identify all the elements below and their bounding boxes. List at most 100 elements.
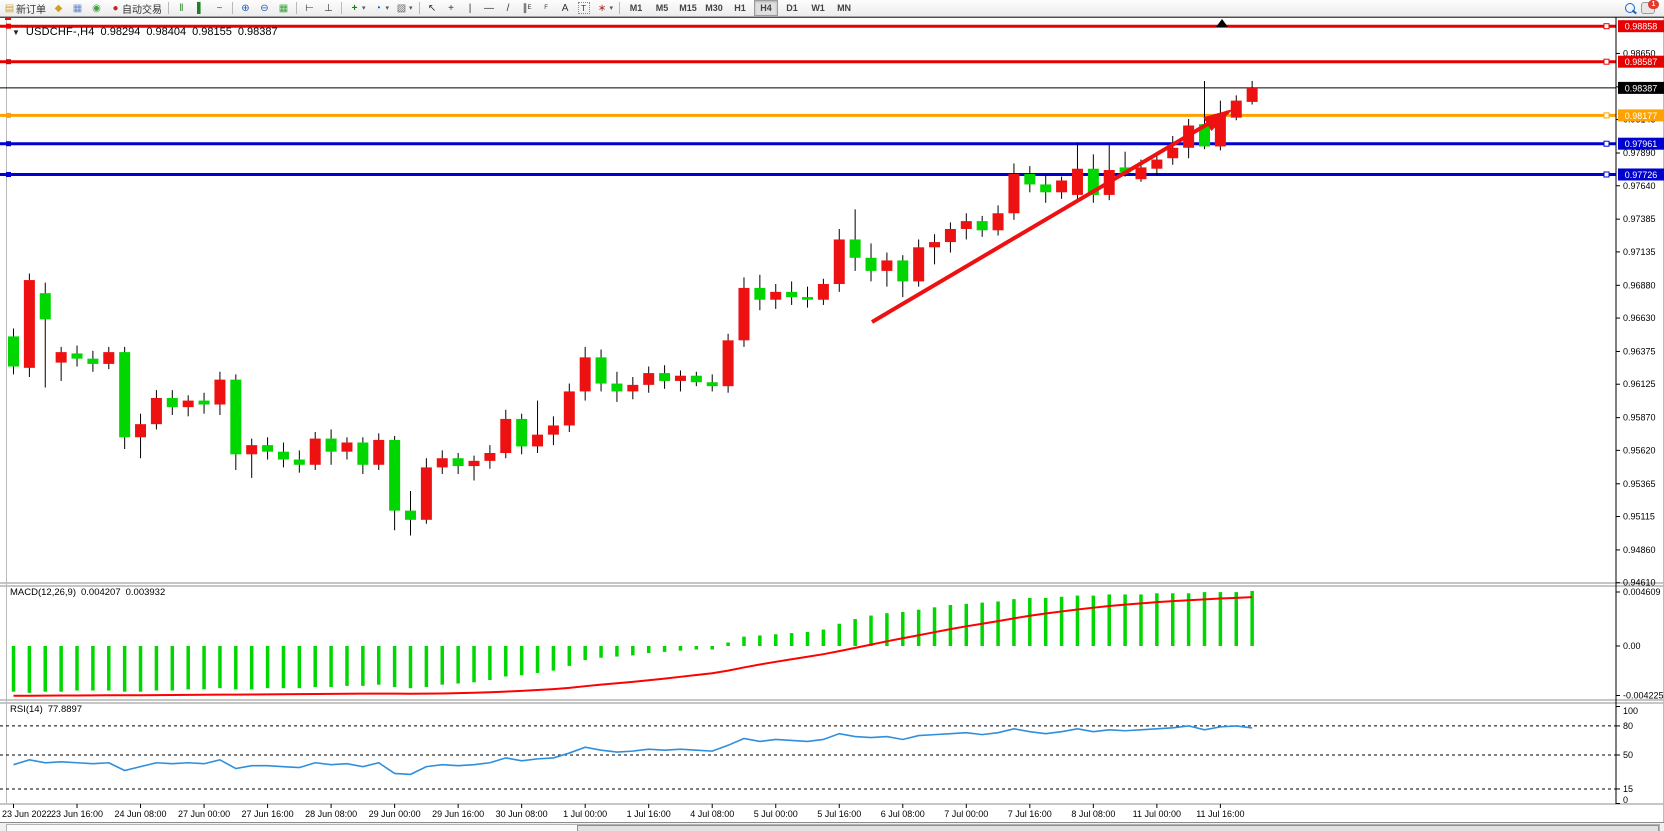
svg-text:7 Jul 00:00: 7 Jul 00:00: [944, 809, 988, 819]
ohlc-low: 0.98155: [192, 26, 232, 38]
timeframe-button-H4[interactable]: H4: [754, 0, 779, 16]
template-button[interactable]: ▧ ▾: [392, 1, 416, 15]
macd-value-signal: 0.003932: [125, 587, 166, 598]
bar-chart-button[interactable]: ‖: [172, 1, 191, 15]
line-chart-button[interactable]: ~: [210, 1, 229, 15]
zoom-out-button[interactable]: ⊖: [255, 1, 274, 15]
macd-panel: 0.004609 0.00 -0.004225: [11, 587, 1664, 701]
indicator-axis-button[interactable]: ⊥: [319, 1, 338, 15]
hline-handle[interactable]: [1603, 112, 1610, 119]
hline-handle[interactable]: [6, 59, 11, 65]
horizontal-line-button[interactable]: —: [480, 1, 499, 15]
scrollbar-track[interactable]: [6, 824, 1660, 831]
trendline-button[interactable]: /: [499, 1, 518, 15]
ohlc-close: 0.98387: [237, 26, 278, 38]
svg-text:4 Jul 08:00: 4 Jul 08:00: [690, 809, 734, 819]
svg-text:0.95870: 0.95870: [1623, 413, 1656, 423]
autotrading-button[interactable]: ● 自动交易: [106, 1, 165, 16]
chart-title: USDCHF-,H4: [25, 26, 95, 38]
toolbar-separator: [619, 2, 621, 14]
svg-text:0.96630: 0.96630: [1623, 313, 1656, 323]
tile-windows-button[interactable]: ▦: [274, 1, 293, 15]
add-indicator-icon: +: [351, 2, 358, 14]
svg-text:0: 0: [1623, 795, 1628, 805]
search-icon: [1625, 3, 1635, 13]
period-button[interactable]: ◔ ▾: [369, 1, 393, 15]
rsi-indicator-label: RSI(14) 77.8897: [10, 704, 82, 715]
candles-layer: [8, 80, 1258, 536]
channel-button[interactable]: ∥ E: [518, 1, 537, 15]
candlestick-chart-button[interactable]: ▌: [191, 1, 210, 15]
horizontal-lines-layer: [0, 23, 1616, 178]
panel-borders: [0, 14, 1664, 822]
hline-handle[interactable]: [6, 141, 11, 147]
hline-handle[interactable]: [1603, 58, 1610, 65]
hline-handle[interactable]: [1603, 23, 1610, 30]
toolbar-separator: [418, 2, 420, 14]
arrows-button[interactable]: ∗ ▾: [593, 1, 617, 15]
cursor-button[interactable]: ↖: [423, 1, 442, 15]
rsi-value: 77.8897: [47, 704, 83, 715]
signal-icon: ◉: [92, 2, 101, 14]
svg-text:5 Jul 00:00: 5 Jul 00:00: [754, 809, 798, 819]
svg-text:0.95365: 0.95365: [1623, 479, 1656, 489]
horizontal-scrollbar[interactable]: [0, 822, 1664, 831]
timeframe-button-M5[interactable]: M5: [655, 3, 669, 13]
hline-handle[interactable]: [1603, 171, 1610, 178]
svg-text:29 Jun 16:00: 29 Jun 16:00: [432, 809, 484, 819]
timeframe-button-D1[interactable]: D1: [786, 3, 798, 13]
indicator-window-button[interactable]: ⊢: [300, 1, 319, 15]
timeframe-button-M15[interactable]: M15: [679, 3, 697, 13]
timeframe-button-MN[interactable]: MN: [837, 3, 852, 13]
vertical-line-button[interactable]: |: [461, 1, 480, 15]
search-button[interactable]: [1622, 1, 1638, 15]
timeframe-button-W1[interactable]: W1: [811, 3, 825, 13]
vertical-line-icon: |: [468, 2, 472, 14]
chart-window-button[interactable]: ▦: [68, 1, 87, 15]
new-order-button[interactable]: ▤ 新订单: [0, 1, 49, 16]
trend-arrow[interactable]: [870, 108, 1234, 324]
crosshair-button[interactable]: +: [442, 1, 461, 15]
toolbar-separator: [232, 2, 233, 14]
autotrading-label: 自动交易: [122, 4, 162, 16]
hline-handle[interactable]: [6, 112, 11, 118]
rsi-line: [13, 725, 1253, 776]
price-axis: 0.986500.983950.981450.978900.976400.973…: [1615, 17, 1656, 804]
signal-button[interactable]: ◉: [87, 1, 106, 15]
svg-text:0.004609: 0.004609: [1623, 587, 1661, 597]
price-badge-0.97961: 0.97961: [1618, 137, 1664, 150]
timeframe-button-M1[interactable]: M1: [629, 3, 643, 13]
zoom-in-button[interactable]: ⊕: [236, 1, 255, 15]
notification-badge: 1: [1648, 0, 1659, 9]
indicator-window-icon: ⊢: [305, 2, 314, 14]
text-label-button[interactable]: T: [575, 1, 593, 15]
svg-text:6 Jul 08:00: 6 Jul 08:00: [881, 809, 925, 819]
timeframe-button-M30[interactable]: M30: [705, 3, 723, 13]
zoom-out-icon: ⊖: [260, 2, 269, 14]
triangle-marker[interactable]: [1216, 19, 1228, 27]
alert-button[interactable]: ◆: [49, 1, 68, 15]
indicator-axis-icon: ⊥: [324, 2, 333, 14]
hline-handle[interactable]: [1603, 140, 1610, 147]
svg-text:0.98587: 0.98587: [1625, 57, 1658, 67]
price-badge-0.98177: 0.98177: [1618, 109, 1664, 122]
line-chart-icon: ~: [216, 2, 223, 14]
price-badge-0.98387: 0.98387: [1618, 81, 1664, 94]
hline-handle[interactable]: [6, 23, 11, 29]
timeframe-button-H1[interactable]: H1: [734, 3, 746, 13]
symbol-dropdown-icon[interactable]: ▼: [12, 27, 20, 37]
svg-text:0.97385: 0.97385: [1623, 214, 1656, 224]
scrollbar-thumb[interactable]: [577, 825, 1659, 831]
candlestick-icon: ▌: [196, 2, 205, 14]
crosshair-icon: +: [448, 2, 454, 14]
notification-button[interactable]: 1: [1638, 0, 1659, 15]
fibonacci-button[interactable]: F: [537, 1, 556, 15]
svg-text:0.98387: 0.98387: [1625, 83, 1658, 93]
cursor-icon: ↖: [427, 2, 437, 14]
add-indicator-button[interactable]: + ▾: [345, 1, 369, 15]
ohlc-open: 0.98294: [100, 26, 141, 38]
hline-handle[interactable]: [6, 171, 11, 177]
text-button[interactable]: A: [556, 1, 575, 15]
